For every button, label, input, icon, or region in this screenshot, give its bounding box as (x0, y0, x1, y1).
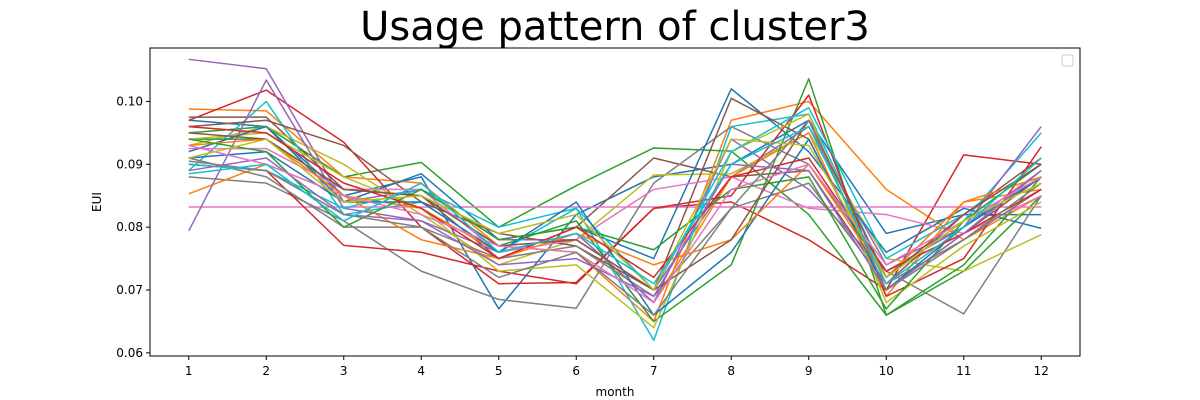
y-axis-ticks: 0.06 0.07 0.08 0.09 0.10 (116, 94, 150, 360)
x-tick-label: 10 (879, 364, 894, 378)
y-tick-label: 0.06 (116, 346, 143, 360)
x-tick-label: 1 (185, 364, 193, 378)
x-tick-label: 5 (495, 364, 503, 378)
x-tick-label: 11 (956, 364, 971, 378)
y-tick-label: 0.08 (116, 220, 143, 234)
series-line-9 (188, 125, 1042, 272)
chart-title: Usage pattern of cluster3 (360, 4, 870, 50)
x-tick-label: 9 (805, 364, 813, 378)
y-tick-label: 0.10 (116, 94, 143, 108)
y-tick-label: 0.09 (116, 157, 143, 171)
x-tick-label: 6 (572, 364, 580, 378)
series-line-1 (188, 119, 1042, 310)
series-line-17 (188, 147, 1042, 254)
x-tick-label: 3 (340, 364, 348, 378)
series-line-18 (188, 157, 1042, 298)
x-tick-label: 8 (727, 364, 735, 378)
x-tick-label: 4 (417, 364, 425, 378)
series-line-3 (188, 125, 1042, 316)
series-line-30 (188, 125, 1042, 285)
y-tick-label: 0.07 (116, 283, 143, 297)
series-layer (188, 58, 1042, 342)
plot-frame (149, 47, 1081, 357)
y-axis-label: EUI (90, 192, 104, 212)
series-line-11 (188, 88, 1042, 260)
x-axis-ticks: 1 2 3 4 5 6 7 8 9 10 11 12 (185, 356, 1049, 378)
series-line-14 (188, 94, 1042, 298)
x-tick-label: 12 (1034, 364, 1049, 378)
legend-box[interactable] (1061, 54, 1074, 67)
series-line-26 (188, 119, 1042, 291)
series-line-29 (188, 138, 1042, 291)
series-line-28 (188, 119, 1042, 316)
series-line-23 (188, 138, 1042, 310)
series-line-2 (188, 100, 1042, 323)
x-axis-label: month (596, 385, 635, 399)
series-line-6 (188, 116, 1042, 285)
x-tick-label: 2 (262, 364, 270, 378)
x-tick-label: 7 (650, 364, 658, 378)
series-line-27 (188, 144, 1042, 304)
